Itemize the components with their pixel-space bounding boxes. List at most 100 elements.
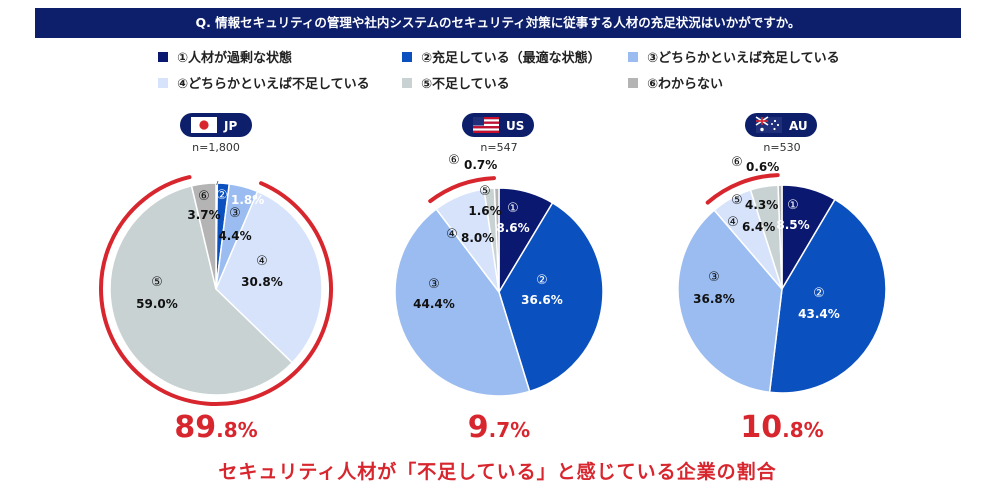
legend-label: ②充足している（最適な状態） [421,51,601,66]
flag-stripe [473,128,499,131]
pie-chart-us: US n=547 ① 8.6% ② 36.6% ③ 44.4% ④ 8.0% ⑤ 1.6% ⑥ 0.7% 9… [394,113,604,445]
shortage-dec: .8% [782,418,824,442]
country-badge: AU [745,113,817,137]
slice-marker: ① [507,201,519,216]
country-code: AU [789,119,808,133]
flag-star [760,127,764,132]
slice-value-label: 8.5% [776,218,809,232]
leader-line [216,180,219,186]
question-banner: Q. 情報セキュリティの管理や社内システムのセキュリティ対策に従事する人材の充足… [35,8,961,38]
flag-stripe [473,130,499,133]
slice-value-label: 0.7% [464,158,497,172]
pie-slice [493,187,500,293]
slice-value-label: 8.0% [461,231,494,245]
legend-label: ④どちらかといえば不足している [177,77,370,92]
flag-canton [473,117,484,126]
pie-slice [677,209,783,394]
legend-item: ①人材が過剰な状態 [158,47,292,66]
flag-stripe [473,126,499,129]
legend-item: ④どちらかといえば不足している [158,73,370,92]
flag-au [755,116,782,133]
legend-item: ③どちらかといえば充足している [628,47,840,66]
slice-marker: ② [536,273,548,288]
slice-marker: ③ [428,277,440,292]
flag-star [771,123,773,125]
flag-stripe [473,121,499,124]
legend-swatch [158,78,168,88]
pie-chart-au: AU n=530 ① 8.5% ② 43.4% ③ 36.8% ④ 6.4% ⑤ 4.3% ⑥ 0.6% 1… [677,113,887,445]
country-badge: JP [180,113,252,137]
pie-slice [109,184,294,396]
country-code: JP [223,119,237,133]
legend-swatch [158,52,168,62]
legend-label: ⑤不足している [421,77,510,92]
flag-star [773,119,777,123]
slice-marker: ⑤ [151,275,163,290]
shortage-ring [99,175,333,406]
pie-chart-jp: JP n=1,800 ① 0.2%② 1.8%③ 4.4% ④ 30.8% ⑤ 59.0% ⑥ 3.7… [99,113,333,445]
slice-value-label: 36.6% [521,293,563,307]
legend-swatch [402,52,412,62]
legend-label: ⑥わからない [647,77,724,92]
flag-stripe [473,123,499,127]
flag-stripe [473,119,499,122]
shortage-dec: .8% [216,418,258,442]
slice-value-label: 44.4% [413,297,455,311]
slice-value-label: 59.0% [136,297,178,311]
pie-slice [394,208,531,397]
legend-item: ②充足している（最適な状態） [402,47,601,66]
shortage-ring [428,176,496,204]
pie-slice [215,190,323,364]
slice-value-label: 4.3% [745,198,778,212]
slice-marker: ② [216,188,228,203]
slice-value-label: 1.6% [468,204,501,218]
legend-swatch [628,52,638,62]
shortage-int: 9 [468,410,489,445]
flag-stripe [473,117,499,120]
country-badge: US [462,113,534,137]
legend-label: ①人材が過剰な状態 [177,51,293,66]
slice-marker: ④ [727,215,739,230]
slice-marker: ③ [229,206,241,221]
legend-swatch [402,78,412,88]
slice-marker: ④ [446,227,458,242]
footer-caption: セキュリティ人材が「不足している」と感じている企業の割合 [218,461,777,483]
flag-star [776,123,780,127]
sample-size: n=1,800 [192,141,240,154]
shortage-percentage: 9.7% [468,410,530,445]
legend-swatch [628,78,638,88]
slice-value-label: 6.4% [742,220,775,234]
slice-value-label: 8.6% [496,221,529,235]
slice-marker: ⑥ [198,189,210,204]
sample-size: n=530 [763,141,800,154]
slice-value-label: 3.7% [187,208,220,222]
slice-marker: ⑥ [731,155,743,170]
slice-value-label: 30.8% [241,275,283,289]
flag-jp-disc [199,120,209,130]
sample-size: n=547 [480,141,517,154]
slice-marker: ③ [708,270,720,285]
shortage-percentage: 10.8% [740,410,823,445]
slice-marker: ⑤ [479,184,491,199]
pie-slice [777,184,783,290]
legend-label: ③どちらかといえば充足している [647,51,840,66]
legend-item: ⑥わからない [628,73,723,92]
shortage-int: 89 [174,410,216,445]
shortage-ring [705,173,780,205]
legend-item: ⑤不足している [402,73,510,92]
pie-slice [768,198,887,394]
slice-marker: ⑤ [731,193,743,208]
slice-value-label: 4.4% [218,229,251,243]
country-code: US [506,119,524,133]
shortage-dec: .7% [489,418,531,442]
slice-value-label: 1.8% [231,193,264,207]
pie-slice [190,182,217,290]
slice-marker: ② [813,286,825,301]
flag-us [473,117,499,133]
pie-slice [498,201,604,393]
flag-star [773,127,776,131]
shortage-percentage: 89.8% [174,410,257,445]
slice-marker: ① [787,198,799,213]
slice-value-label: 36.8% [693,292,735,306]
